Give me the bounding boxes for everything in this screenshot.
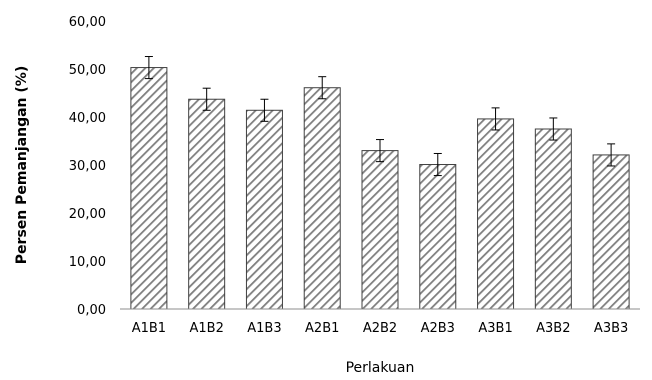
x-tick-label: A2B2 — [363, 321, 397, 336]
y-tick-label: 20,00 — [69, 207, 106, 222]
error-bar — [607, 143, 616, 167]
bar — [419, 164, 457, 310]
bar — [534, 128, 572, 310]
x-tick-label: A2B3 — [421, 321, 455, 336]
x-tick-label: A3B1 — [478, 321, 512, 336]
x-tick-label: A1B3 — [247, 321, 281, 336]
error-bar — [144, 56, 153, 80]
y-tick-label: 50,00 — [69, 63, 106, 78]
y-axis-title: Persen Pemanjangan (%) — [14, 66, 30, 264]
x-tick-label: A3B3 — [594, 321, 628, 336]
bar — [303, 87, 341, 310]
error-bar — [376, 139, 384, 163]
x-tick-label: A1B1 — [132, 321, 166, 336]
x-tick-label: A3B2 — [536, 321, 570, 336]
bar — [477, 118, 515, 310]
error-bars — [144, 56, 616, 177]
y-tick-label: 30,00 — [69, 159, 106, 174]
x-tick-label: A1B2 — [189, 321, 223, 336]
error-bar — [549, 117, 558, 141]
error-bar — [202, 87, 211, 111]
bar — [245, 109, 283, 310]
bar — [130, 67, 168, 310]
x-axis-title: Perlakuan — [346, 360, 415, 376]
error-bar — [491, 107, 500, 131]
y-tick-label: 0,00 — [77, 303, 106, 318]
error-bar — [433, 152, 442, 177]
x-axis-ticks: A1B1 A1B2 A1B3 A2B1 A2B2 A2B3 A3B1 A3B2 A3B3 — [132, 321, 629, 336]
y-tick-label: 40,00 — [69, 111, 106, 126]
y-tick-label: 60,00 — [69, 15, 106, 30]
x-tick-label: A2B1 — [305, 321, 339, 336]
error-bar — [318, 76, 327, 100]
bars — [130, 67, 630, 310]
bar — [592, 154, 630, 310]
bar — [361, 150, 399, 310]
y-axis-ticks: 0,00 10,00 20,00 30,00 40,00 50,00 60,00 — [69, 15, 106, 318]
bar — [188, 98, 226, 310]
y-tick-label: 10,00 — [69, 255, 106, 270]
error-bar — [260, 98, 269, 122]
